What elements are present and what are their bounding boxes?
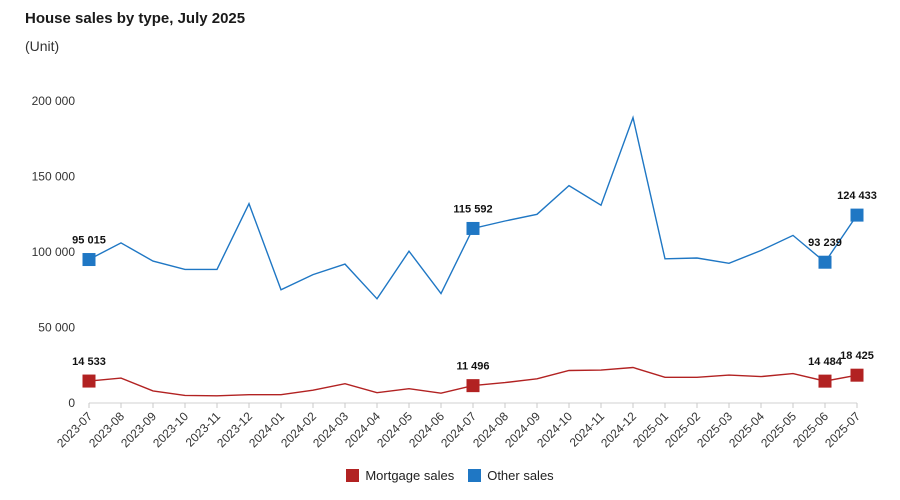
legend: Mortgage sales Other sales: [0, 468, 900, 483]
data-label-other: 93 239: [808, 237, 842, 249]
data-label-mortgage: 14 484: [808, 356, 843, 368]
x-tick-label: 2023-10: [150, 409, 191, 450]
data-point-marker-other: [466, 221, 480, 235]
x-tick-label: 2024-10: [534, 409, 575, 450]
legend-item-other[interactable]: Other sales: [468, 468, 554, 483]
chart-title: House sales by type, July 2025: [25, 10, 246, 27]
y-tick-label: 50 000: [38, 321, 75, 335]
legend-swatch-other: [468, 469, 482, 482]
y-tick-label: 100 000: [32, 245, 76, 259]
data-point-marker-mortgage: [818, 374, 832, 388]
data-point-marker-mortgage: [82, 374, 96, 388]
y-tick-label: 150 000: [32, 170, 76, 184]
data-label-mortgage: 14 533: [72, 356, 106, 368]
data-label-mortgage: 11 496: [456, 361, 489, 373]
data-point-marker-mortgage: [850, 368, 864, 382]
y-tick-label: 0: [68, 396, 75, 410]
legend-label-other: Other sales: [487, 468, 554, 483]
legend-swatch-mortgage: [346, 469, 360, 482]
data-label-other: 95 015: [72, 235, 106, 247]
chart-subtitle: (Unit): [25, 38, 60, 54]
legend-label-mortgage: Mortgage sales: [365, 468, 455, 483]
data-point-marker-other: [818, 255, 832, 269]
data-point-marker-other: [850, 208, 864, 222]
data-point-marker-other: [82, 253, 96, 267]
data-point-marker-mortgage: [466, 379, 480, 393]
data-label-mortgage: 18 425: [840, 350, 874, 362]
data-label-other: 124 433: [837, 190, 877, 202]
legend-item-mortgage[interactable]: Mortgage sales: [346, 468, 454, 483]
x-tick-label: 2025-07: [822, 409, 863, 450]
data-label-other: 115 592: [453, 203, 492, 215]
y-tick-label: 200 000: [32, 94, 76, 108]
